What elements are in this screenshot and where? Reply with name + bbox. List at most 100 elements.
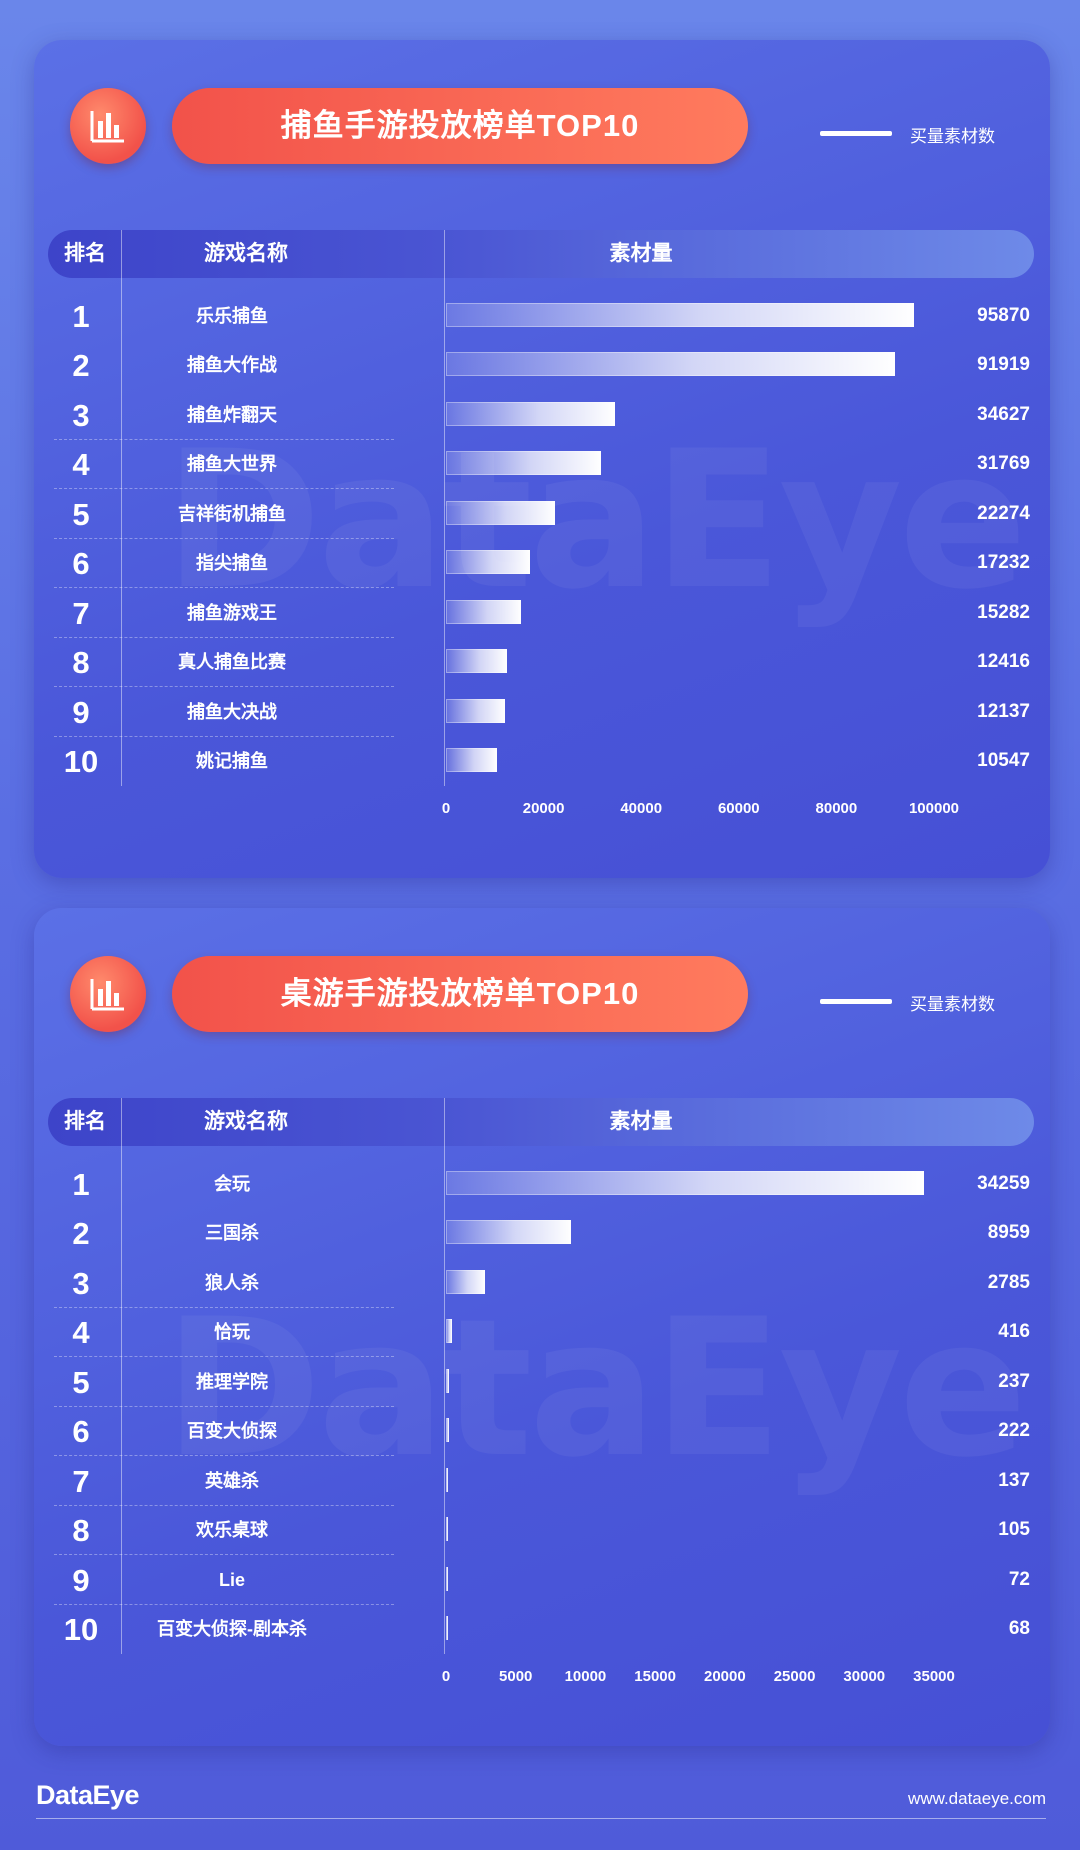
value-label: 72	[1008, 1568, 1030, 1590]
legend-swatch	[820, 131, 892, 136]
row-separator	[54, 735, 394, 737]
row-separator	[54, 1603, 394, 1605]
row-separator	[54, 1554, 394, 1555]
rank-number: 9	[72, 694, 90, 730]
legend-swatch	[820, 999, 892, 1004]
x-tick-label: 80000	[815, 800, 858, 817]
x-tick-label: 100000	[908, 800, 960, 817]
rank-number: 7	[72, 1463, 90, 1499]
legend-label: 买量素材数	[910, 127, 995, 146]
x-tick-label: 25000	[773, 1668, 816, 1685]
bar	[446, 500, 555, 525]
value-label: 2785	[987, 1271, 1030, 1293]
rank-number: 10	[63, 1612, 99, 1648]
x-tick-label: 40000	[620, 800, 663, 817]
rank-number: 7	[72, 595, 90, 631]
footer-divider	[36, 1818, 1046, 1819]
rank-number: 4	[72, 1315, 90, 1351]
value-label: 416	[998, 1321, 1030, 1343]
dataeye-logo: DataEye	[36, 1780, 140, 1810]
rank-number: 5	[72, 496, 90, 532]
rank-number: 10	[63, 744, 99, 780]
bar	[446, 1368, 450, 1393]
bar	[446, 1269, 485, 1294]
value-label: 68	[1008, 1618, 1030, 1640]
game-name: 会玩	[214, 1173, 250, 1194]
rank-number: 4	[72, 447, 90, 483]
row-separator	[54, 636, 394, 638]
rank-number: 8	[72, 645, 90, 681]
rank-number: 1	[72, 298, 90, 334]
bar	[446, 451, 602, 476]
row-separator	[54, 686, 394, 687]
header-game-name: 游戏名称	[204, 1110, 288, 1133]
x-tick-label: 20000	[522, 800, 565, 817]
value-label: 95870	[977, 304, 1030, 326]
game-name: 捕鱼大世界	[187, 454, 277, 475]
rank-number: 2	[72, 1216, 90, 1252]
bar	[446, 1566, 448, 1591]
rank-number: 3	[72, 397, 90, 433]
value-label: 34259	[977, 1172, 1030, 1194]
rank-number: 5	[72, 1364, 90, 1400]
bar-chart-icon	[70, 88, 146, 164]
header-rank: 排名	[64, 1110, 106, 1133]
bar-chart-icon	[70, 956, 146, 1032]
game-name: 捕鱼大作战	[187, 355, 277, 376]
game-name: 百变大侦探	[187, 1421, 277, 1442]
table-header: 排名 游戏名称 素材量	[48, 1098, 1034, 1146]
row-separator	[54, 1504, 394, 1506]
website-link[interactable]: www.dataeye.com	[908, 1789, 1046, 1808]
header-game-name: 游戏名称	[204, 242, 288, 265]
game-name: 姚记捕鱼	[196, 751, 268, 772]
bar	[446, 302, 914, 327]
game-name: 真人捕鱼比赛	[178, 652, 286, 673]
bar	[446, 1517, 448, 1542]
row-separator	[54, 537, 394, 539]
rank-column-divider	[121, 1098, 122, 1654]
rank-column-divider	[121, 230, 122, 786]
game-name: 三国杀	[205, 1223, 259, 1244]
value-label: 237	[998, 1370, 1030, 1392]
value-label: 10547	[977, 750, 1030, 772]
game-name: 捕鱼游戏王	[187, 602, 277, 623]
value-label: 34627	[977, 403, 1030, 425]
row-separator	[54, 438, 394, 440]
row-separator	[54, 587, 394, 588]
bar	[446, 401, 615, 426]
chart-title: 桌游手游投放榜单TOP10	[172, 956, 748, 1032]
header-material: 素材量	[609, 242, 673, 265]
value-label: 31769	[977, 453, 1030, 475]
value-label: 15282	[977, 601, 1030, 623]
rank-number: 6	[72, 1414, 90, 1450]
header-material: 素材量	[609, 1110, 673, 1133]
x-tick-label: 15000	[634, 1668, 676, 1685]
value-label: 12416	[977, 651, 1030, 673]
game-name: 乐乐捕鱼	[196, 305, 268, 326]
x-tick-label: 20000	[703, 1668, 746, 1685]
row-separator	[54, 1455, 394, 1456]
rank-number: 1	[72, 1166, 90, 1202]
row-separator	[54, 488, 394, 489]
value-label: 22274	[977, 502, 1030, 524]
bar	[446, 698, 506, 723]
x-tick-label: 0	[441, 1668, 451, 1685]
x-tick-label: 0	[441, 800, 451, 817]
bar	[446, 599, 521, 624]
value-label: 8959	[987, 1222, 1030, 1244]
table-header: 排名 游戏名称 素材量	[48, 230, 1034, 278]
rank-number: 6	[72, 546, 90, 582]
game-name: 吉祥街机捕鱼	[178, 503, 286, 524]
legend-label: 买量素材数	[910, 995, 995, 1014]
bar	[446, 352, 895, 377]
x-tick-label: 5000	[499, 1668, 533, 1685]
game-name: 推理学院	[196, 1371, 268, 1392]
bar	[446, 1170, 924, 1195]
row-separator	[54, 1405, 394, 1407]
bar	[446, 1418, 450, 1443]
x-tick-label: 30000	[843, 1668, 886, 1685]
bar	[446, 550, 531, 575]
bar	[446, 748, 498, 773]
bar	[446, 1319, 452, 1344]
rank-number: 8	[72, 1513, 90, 1549]
